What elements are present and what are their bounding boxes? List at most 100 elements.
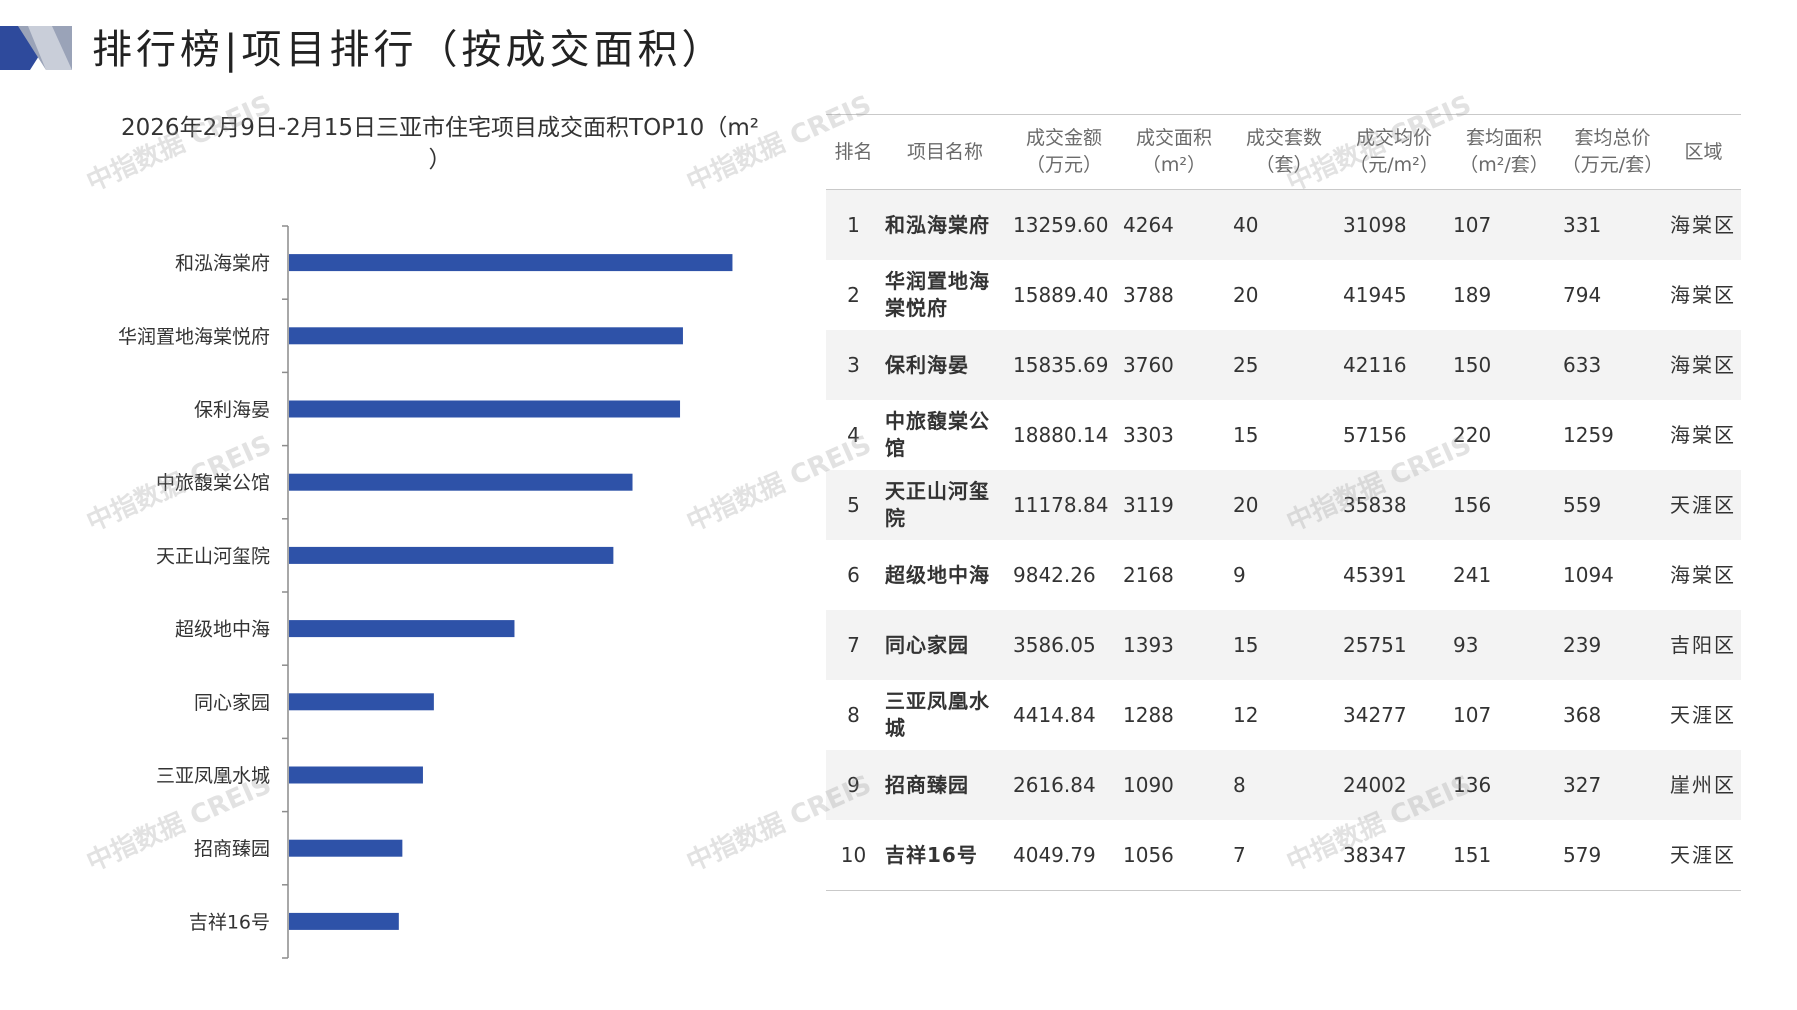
- table-header-row: 排名 项目名称 成交金额 （万元） 成交面积 （m²） 成交套数 （套） 成交均价 （元/…: [826, 114, 1741, 190]
- table-cell: 7: [1229, 820, 1339, 891]
- table-cell: 1090: [1119, 750, 1229, 820]
- table-row: 5 天正山河玺院 11178.84 3119 20 35838 156 559 天涯区: [826, 470, 1741, 540]
- table-cell: 超级地中海: [885, 562, 990, 587]
- bar: [289, 546, 614, 564]
- table-row: 1 和泓海棠府 13259.60 4264 40 31098 107 331 海棠区: [826, 189, 1741, 260]
- table-cell: 天正山河玺院: [881, 470, 1009, 540]
- table-cell: 3586.05: [1009, 610, 1119, 680]
- y-tick-label: 招商臻园: [194, 838, 270, 860]
- table-cell: 25: [1229, 330, 1339, 400]
- chart-title: 2026年2月9日-2月15日三亚市住宅项目成交面积TOP10（m² ）: [121, 115, 759, 173]
- column-header: 成交均价 （元/m²）: [1339, 114, 1449, 190]
- table-cell: 327: [1559, 750, 1666, 820]
- table-cell: 9: [826, 750, 881, 820]
- column-header: 区域: [1666, 114, 1741, 190]
- table-cell: 156: [1449, 470, 1559, 540]
- table-row: 2 华润置地海棠悦府 15889.40 3788 20 41945 189 794 海棠区: [826, 260, 1741, 330]
- table-cell: 13259.60: [1009, 189, 1119, 260]
- table-cell: 4: [847, 422, 860, 447]
- table-cell: 崖州区: [1666, 750, 1741, 820]
- table-cell: 35838: [1339, 470, 1449, 540]
- table-row: 3 保利海晏 15835.69 3760 25 42116 150 633 海棠区: [826, 330, 1741, 400]
- table-cell: 107: [1449, 189, 1559, 260]
- y-tick-label: 华润置地海棠悦府: [118, 326, 270, 348]
- table-cell: 3760: [1119, 330, 1229, 400]
- table-cell: 3119: [1119, 470, 1229, 540]
- bar: [289, 400, 681, 418]
- table-cell: 20: [1229, 470, 1339, 540]
- table-cell: 1: [826, 189, 881, 260]
- table-cell: 42116: [1339, 330, 1449, 400]
- column-header: 成交套数 （套）: [1229, 114, 1339, 190]
- table-cell: 794: [1563, 282, 1602, 307]
- table-cell: 2: [847, 282, 860, 307]
- bar-chart: 和泓海棠府华润置地海棠悦府保利海晏中旅馥棠公馆天正山河玺院超级地中海同心家园三亚…: [118, 225, 733, 959]
- table-cell: 368: [1563, 702, 1602, 727]
- table-cell: 579: [1559, 820, 1666, 891]
- table-cell: 18880.14: [1013, 422, 1109, 447]
- bar: [289, 839, 403, 857]
- table-cell: 4264: [1119, 189, 1229, 260]
- y-tick-label: 天正山河玺院: [156, 545, 270, 567]
- table-cell: 9: [1233, 562, 1246, 587]
- table-cell: 40: [1229, 189, 1339, 260]
- table-cell: 189: [1453, 282, 1492, 307]
- table-cell: 24002: [1339, 750, 1449, 820]
- bar: [289, 327, 683, 345]
- table-cell: 1288: [1123, 702, 1174, 727]
- column-header: 套均总价 （万元/套）: [1559, 114, 1666, 190]
- table-cell: 150: [1449, 330, 1559, 400]
- y-tick-label: 保利海晏: [194, 399, 270, 421]
- y-tick-label: 超级地中海: [175, 619, 270, 641]
- table-row: 8 三亚凤凰水城 4414.84 1288 12 34277 107 368 天涯区: [826, 680, 1741, 750]
- table-cell: 1056: [1119, 820, 1229, 891]
- table-cell: 331: [1559, 189, 1666, 260]
- table-cell: 15: [1233, 422, 1259, 447]
- bar: [289, 766, 423, 784]
- table-cell: 31098: [1339, 189, 1449, 260]
- table-cell: 12: [1233, 702, 1259, 727]
- bar: [289, 254, 733, 272]
- table-cell: 5: [826, 470, 881, 540]
- table-cell: 34277: [1343, 702, 1407, 727]
- table-cell: 241: [1453, 562, 1492, 587]
- table-cell: 239: [1559, 610, 1666, 680]
- table-cell: 吉祥16号: [881, 820, 1009, 891]
- y-tick-label: 中旅馥棠公馆: [156, 472, 270, 494]
- table-cell: 海棠区: [1666, 189, 1741, 260]
- table-cell: 93: [1449, 610, 1559, 680]
- bar: [289, 620, 515, 638]
- table-cell: 45391: [1343, 562, 1407, 587]
- table-cell: 57156: [1343, 422, 1407, 447]
- table-cell: 保利海晏: [881, 330, 1009, 400]
- table-cell: 2616.84: [1009, 750, 1119, 820]
- table-cell: 7: [826, 610, 881, 680]
- ranking-table: 排名 项目名称 成交金额 （万元） 成交面积 （m²） 成交套数 （套） 成交均价 （元/…: [826, 114, 1741, 891]
- table-cell: 151: [1449, 820, 1559, 891]
- column-header: 项目名称: [881, 114, 1009, 190]
- table-cell: 6: [847, 562, 860, 587]
- y-tick-label: 和泓海棠府: [175, 253, 270, 275]
- table-cell: 559: [1559, 470, 1666, 540]
- table-cell: 220: [1453, 422, 1492, 447]
- table-cell: 15889.40: [1013, 282, 1109, 307]
- header-logo-icon: [0, 26, 72, 70]
- column-header: 成交金额 （万元）: [1009, 114, 1119, 190]
- table-cell: 吉阳区: [1666, 610, 1741, 680]
- table-cell: 海棠区: [1670, 562, 1736, 587]
- table-row: 9 招商臻园 2616.84 1090 8 24002 136 327 崖州区: [826, 750, 1741, 820]
- table-cell: 3303: [1123, 422, 1174, 447]
- table-cell: 15: [1229, 610, 1339, 680]
- table-cell: 4049.79: [1009, 820, 1119, 891]
- table-cell: 同心家园: [881, 610, 1009, 680]
- table-cell: 和泓海棠府: [881, 189, 1009, 260]
- table-row: 6 超级地中海 9842.26 2168 9 45391 241 1094 海棠区: [826, 540, 1741, 610]
- bar: [289, 693, 434, 711]
- y-tick-label: 同心家园: [194, 692, 270, 714]
- table-cell: 136: [1449, 750, 1559, 820]
- table-cell: 海棠区: [1670, 422, 1736, 447]
- bar: [289, 473, 633, 491]
- page-title: 排行榜|项目排行（按成交面积）: [92, 27, 726, 73]
- table-row: 4 中旅馥棠公馆 18880.14 3303 15 57156 220 1259 海棠区: [826, 400, 1741, 470]
- table-cell: 1094: [1563, 562, 1614, 587]
